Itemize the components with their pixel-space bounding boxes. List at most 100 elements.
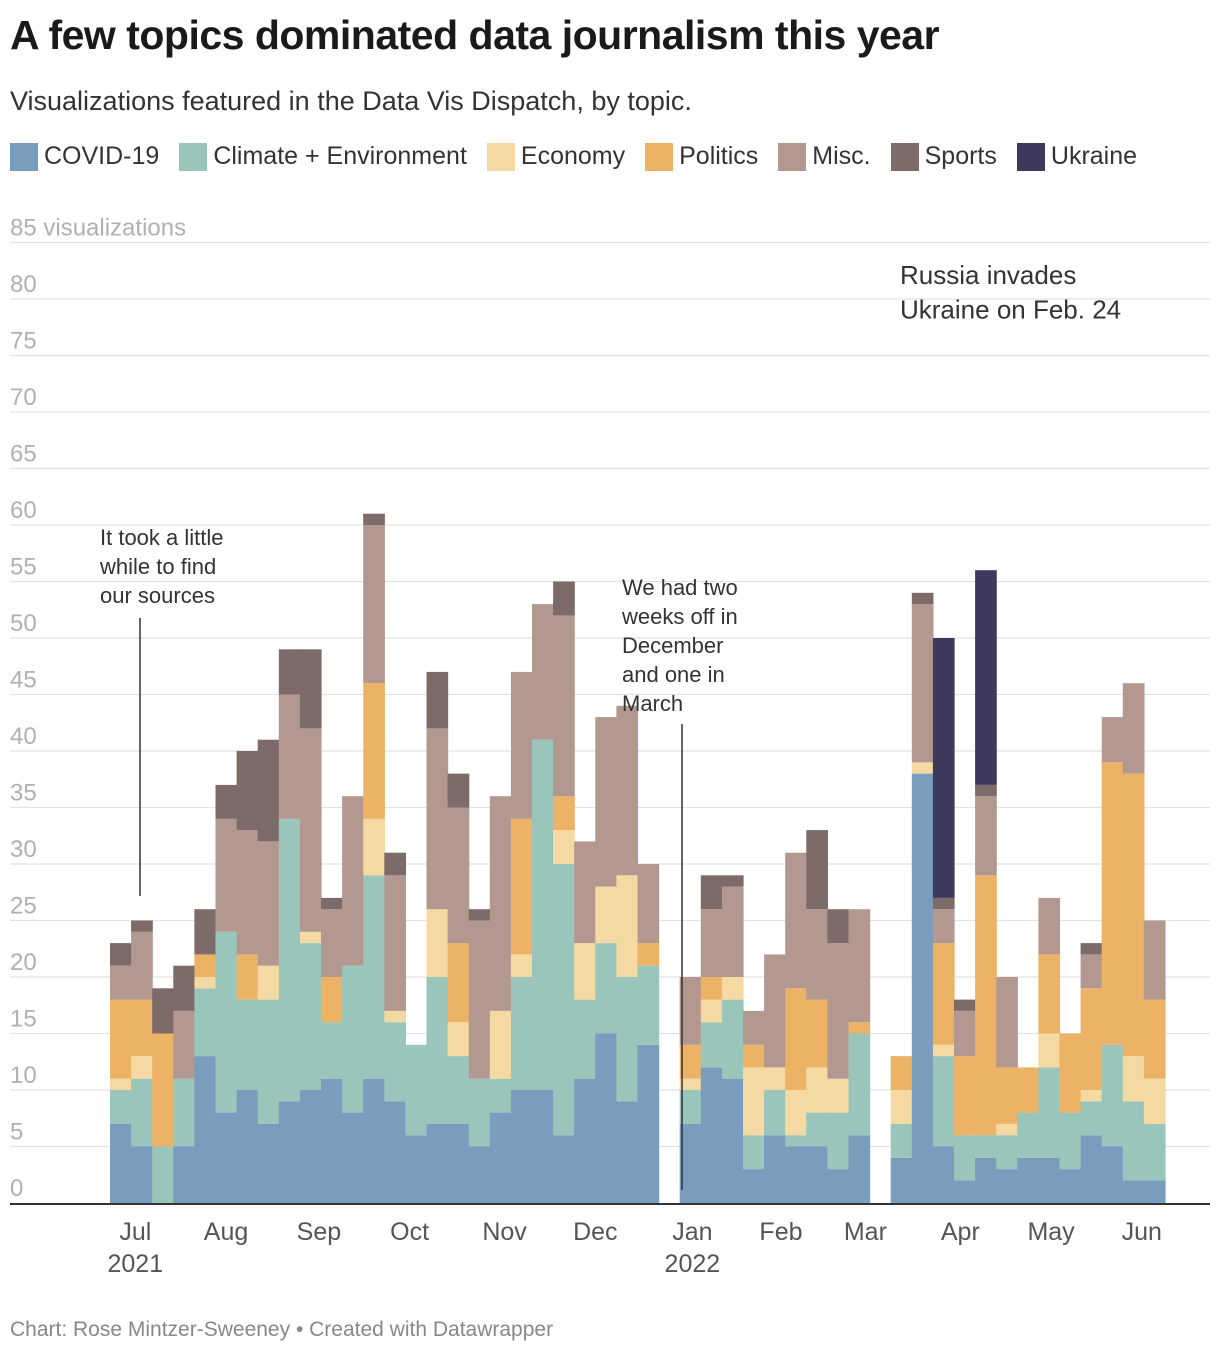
bar-segment: [890, 1090, 913, 1124]
y-tick-label: 55: [10, 554, 37, 581]
bar-segment: [278, 818, 301, 1102]
bar-segment: [426, 728, 449, 910]
y-tick-label: 40: [10, 723, 37, 750]
legend-item-climate: Climate + Environment: [179, 142, 467, 171]
annotation-text: Russia invades Ukraine on Feb. 24: [900, 260, 1121, 324]
x-tick-label: Nov: [482, 1218, 527, 1246]
bar-segment: [827, 943, 850, 1079]
bar-segment: [1143, 920, 1166, 1000]
bar-segment: [954, 999, 976, 1011]
bar-segment: [1080, 988, 1103, 1090]
bar-segment: [1038, 897, 1061, 955]
bar-segment: [110, 1078, 132, 1090]
bar-segment: [342, 965, 364, 1113]
bar-segment: [848, 1135, 871, 1203]
legend-label-ukraine: Ukraine: [1050, 142, 1138, 170]
x-tick-label: Sep: [297, 1218, 341, 1246]
y-tick-label: 10: [10, 1062, 37, 1089]
bar-segment: [932, 1044, 955, 1057]
bar-segment: [975, 796, 997, 876]
bar-segment: [911, 762, 934, 774]
y-tick-label: 45: [10, 667, 37, 694]
bar-segment: [215, 784, 238, 819]
bar-segment: [743, 1169, 765, 1203]
legend-item-misc: Misc.: [778, 142, 871, 171]
bar-segment: [278, 649, 301, 695]
x-tick-label: Dec: [573, 1218, 617, 1246]
bar-segment: [679, 1078, 702, 1090]
bar-segment: [426, 1123, 449, 1203]
bar-segment: [679, 1090, 702, 1124]
bar-segment: [827, 1112, 850, 1170]
bar-segment: [932, 943, 955, 1045]
bar-segment: [342, 1112, 364, 1203]
x-tick-label: Jan: [672, 1218, 712, 1246]
bar-segment: [1143, 1078, 1166, 1124]
bar-segment: [1080, 1090, 1103, 1102]
bar-segment: [321, 1022, 343, 1079]
bar-segment: [257, 965, 280, 1000]
x-tick-label: May: [1027, 1218, 1075, 1246]
legend-label-covid: COVID-19: [44, 142, 160, 170]
bar-segment: [426, 909, 449, 977]
bar-segment: [447, 773, 470, 808]
x-tick-label: Apr: [941, 1218, 980, 1246]
bar-segment: [595, 943, 617, 1034]
bar-segment: [954, 1180, 976, 1203]
bar-segment: [489, 1078, 512, 1113]
bar-segment: [743, 1010, 765, 1045]
bar-segment: [532, 604, 554, 740]
bar-segment: [110, 1123, 132, 1203]
bar-segment: [785, 1135, 807, 1147]
bar-segment: [489, 796, 512, 1011]
bar-segment: [426, 671, 449, 729]
bar-segment: [785, 852, 807, 989]
bar-segment: [616, 875, 639, 977]
bar-segment: [1143, 1123, 1166, 1181]
y-tick-label: 70: [10, 384, 37, 411]
legend-swatch-climate: [179, 142, 208, 171]
bar-segment: [721, 1078, 744, 1203]
bar-segment: [257, 739, 280, 842]
bar-segment: [1038, 1067, 1061, 1158]
bar-segment: [1038, 1033, 1061, 1068]
bar-segment: [257, 841, 280, 966]
chart-credit: Chart: Rose Mintzer-Sweeney • Created wi…: [10, 1318, 554, 1341]
bar-segment: [1080, 1101, 1103, 1136]
bar-segment: [553, 1135, 575, 1203]
bar-segment: [721, 999, 744, 1079]
bar-segment: [299, 931, 322, 944]
annotation-line: December: [622, 633, 723, 658]
bar-segment: [743, 1067, 765, 1136]
bar-segment: [932, 897, 955, 910]
bar-segment: [1038, 1157, 1061, 1203]
bar-segment: [785, 1090, 807, 1136]
bar-segment: [1017, 1157, 1039, 1203]
bar-segment: [384, 875, 406, 1011]
y-tick-label: 0: [10, 1175, 23, 1202]
annotation-line: and one in: [622, 662, 725, 687]
bar-segment: [932, 909, 955, 944]
bar-segment: [1122, 1056, 1145, 1102]
bar-segment: [173, 965, 195, 1011]
legend-swatch-economy: [486, 142, 515, 171]
bar-segment: [468, 1146, 491, 1203]
bar-segment: [975, 1135, 997, 1158]
bar-segment: [1080, 943, 1103, 955]
bar-segment: [363, 875, 385, 1079]
bar-segment: [215, 931, 238, 1113]
legend-item-covid: COVID-19: [10, 142, 159, 171]
bar-segment: [321, 909, 343, 977]
bar-segment: [764, 954, 786, 1068]
bar-segment: [616, 705, 639, 876]
legend-swatch-politics: [645, 142, 674, 171]
legend-item-sports: Sports: [890, 142, 997, 171]
bar-segment: [447, 1056, 470, 1124]
x-tick-year: 2021: [108, 1250, 164, 1278]
bar-segment: [510, 954, 533, 977]
bar-segment: [532, 739, 554, 1090]
bar-segment: [173, 1078, 195, 1147]
bar-segment: [764, 1135, 786, 1203]
bar-segment: [785, 1146, 807, 1203]
bar-segment: [363, 1078, 385, 1203]
